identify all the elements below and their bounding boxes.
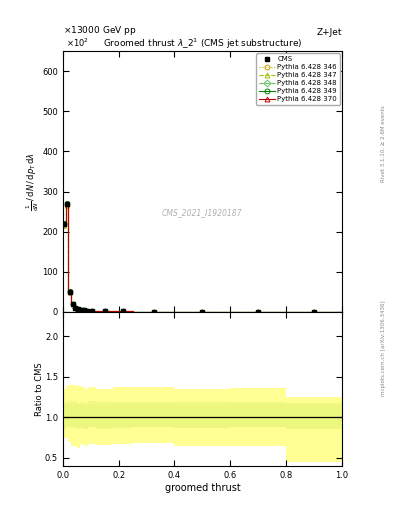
- Title: Groomed thrust $\lambda\_2^1$ (CMS jet substructure): Groomed thrust $\lambda\_2^1$ (CMS jet s…: [103, 37, 302, 51]
- Text: mcplots.cern.ch [arXiv:1306.3436]: mcplots.cern.ch [arXiv:1306.3436]: [381, 301, 386, 396]
- X-axis label: groomed thrust: groomed thrust: [165, 482, 240, 493]
- Text: $\times$13000 GeV pp: $\times$13000 GeV pp: [63, 24, 136, 37]
- Text: Z+Jet: Z+Jet: [316, 28, 342, 37]
- Text: Rivet 3.1.10, ≥ 2.6M events: Rivet 3.1.10, ≥ 2.6M events: [381, 105, 386, 182]
- Text: CMS_2021_I1920187: CMS_2021_I1920187: [162, 208, 242, 217]
- Y-axis label: $\frac{1}{\mathrm{d}N}\,/\,\mathrm{d}N\,/\,\mathrm{d}p_\mathrm{T}\,\mathrm{d}\la: $\frac{1}{\mathrm{d}N}\,/\,\mathrm{d}N\,…: [24, 152, 41, 211]
- Legend: CMS, Pythia 6.428 346, Pythia 6.428 347, Pythia 6.428 348, Pythia 6.428 349, Pyt: CMS, Pythia 6.428 346, Pythia 6.428 347,…: [257, 53, 340, 105]
- Y-axis label: Ratio to CMS: Ratio to CMS: [35, 362, 44, 416]
- Text: $\times 10^2$: $\times 10^2$: [66, 36, 88, 49]
